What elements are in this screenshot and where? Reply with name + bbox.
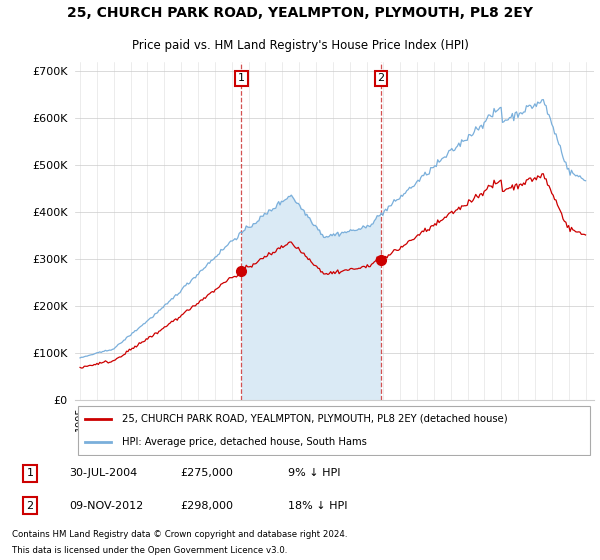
Text: This data is licensed under the Open Government Licence v3.0.: This data is licensed under the Open Gov… [12, 547, 287, 556]
FancyBboxPatch shape [77, 407, 590, 455]
Text: 30-JUL-2004: 30-JUL-2004 [69, 468, 137, 478]
Text: 2: 2 [26, 501, 34, 511]
Text: 25, CHURCH PARK ROAD, YEALMPTON, PLYMOUTH, PL8 2EY: 25, CHURCH PARK ROAD, YEALMPTON, PLYMOUT… [67, 6, 533, 20]
Text: Price paid vs. HM Land Registry's House Price Index (HPI): Price paid vs. HM Land Registry's House … [131, 39, 469, 53]
Text: 2: 2 [377, 73, 385, 83]
Text: £275,000: £275,000 [180, 468, 233, 478]
Text: 9% ↓ HPI: 9% ↓ HPI [288, 468, 341, 478]
Text: Contains HM Land Registry data © Crown copyright and database right 2024.: Contains HM Land Registry data © Crown c… [12, 530, 347, 539]
Text: 1: 1 [238, 73, 245, 83]
Text: £298,000: £298,000 [180, 501, 233, 511]
Text: 18% ↓ HPI: 18% ↓ HPI [288, 501, 347, 511]
Text: 25, CHURCH PARK ROAD, YEALMPTON, PLYMOUTH, PL8 2EY (detached house): 25, CHURCH PARK ROAD, YEALMPTON, PLYMOUT… [122, 414, 508, 424]
Text: 09-NOV-2012: 09-NOV-2012 [69, 501, 143, 511]
Text: HPI: Average price, detached house, South Hams: HPI: Average price, detached house, Sout… [122, 437, 367, 447]
Text: 1: 1 [26, 468, 34, 478]
